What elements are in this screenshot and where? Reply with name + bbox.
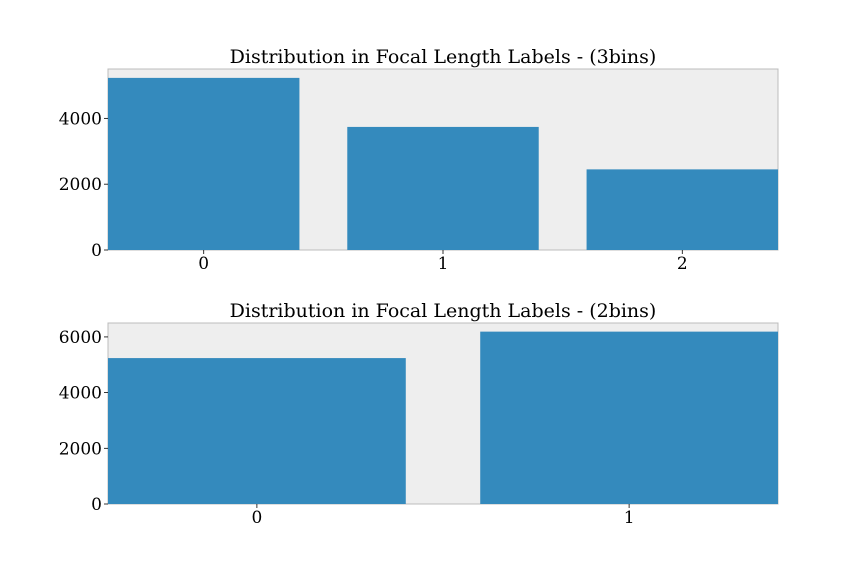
y-tick-label: 0 <box>91 241 102 261</box>
y-tick-label: 0 <box>91 495 102 515</box>
chart-3bins: Distribution in Focal Length Labels - (3… <box>59 46 779 274</box>
bar-0 <box>108 358 406 504</box>
chart-title: Distribution in Focal Length Labels - (3… <box>230 46 657 68</box>
x-tick-label: 2 <box>677 254 688 274</box>
bar-1 <box>347 126 539 250</box>
x-tick-label: 1 <box>438 254 449 274</box>
y-tick-label: 4000 <box>59 384 102 404</box>
bar-0 <box>108 77 300 250</box>
x-tick-label: 0 <box>251 508 262 528</box>
bar-2 <box>586 169 778 250</box>
y-tick-label: 2000 <box>59 439 102 459</box>
y-tick-label: 4000 <box>59 109 102 129</box>
y-tick-label: 2000 <box>59 175 102 195</box>
y-tick-label: 6000 <box>59 328 102 348</box>
x-tick-label: 1 <box>624 508 635 528</box>
x-tick-label: 0 <box>198 254 209 274</box>
chart-2bins: Distribution in Focal Length Labels - (2… <box>59 300 779 528</box>
bar-1 <box>480 331 778 504</box>
chart-title: Distribution in Focal Length Labels - (2… <box>230 300 657 322</box>
